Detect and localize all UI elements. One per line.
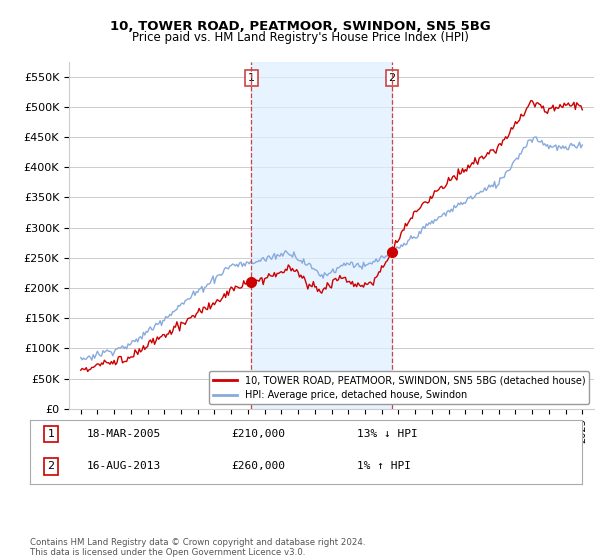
Text: 1% ↑ HPI: 1% ↑ HPI (357, 461, 411, 472)
Legend: 10, TOWER ROAD, PEATMOOR, SWINDON, SN5 5BG (detached house), HPI: Average price,: 10, TOWER ROAD, PEATMOOR, SWINDON, SN5 5… (209, 371, 589, 404)
Text: Contains HM Land Registry data © Crown copyright and database right 2024.
This d: Contains HM Land Registry data © Crown c… (30, 538, 365, 557)
Text: 18-MAR-2005: 18-MAR-2005 (87, 429, 161, 439)
Text: 2: 2 (388, 73, 395, 83)
Text: 16-AUG-2013: 16-AUG-2013 (87, 461, 161, 472)
Text: 1: 1 (248, 73, 255, 83)
Text: Price paid vs. HM Land Registry's House Price Index (HPI): Price paid vs. HM Land Registry's House … (131, 31, 469, 44)
Text: £260,000: £260,000 (231, 461, 285, 472)
Text: 13% ↓ HPI: 13% ↓ HPI (357, 429, 418, 439)
Text: £210,000: £210,000 (231, 429, 285, 439)
Bar (251, 62, 392, 409)
Text: 10, TOWER ROAD, PEATMOOR, SWINDON, SN5 5BG: 10, TOWER ROAD, PEATMOOR, SWINDON, SN5 5… (110, 20, 490, 32)
Text: 2: 2 (47, 461, 55, 472)
Text: 1: 1 (47, 429, 55, 439)
